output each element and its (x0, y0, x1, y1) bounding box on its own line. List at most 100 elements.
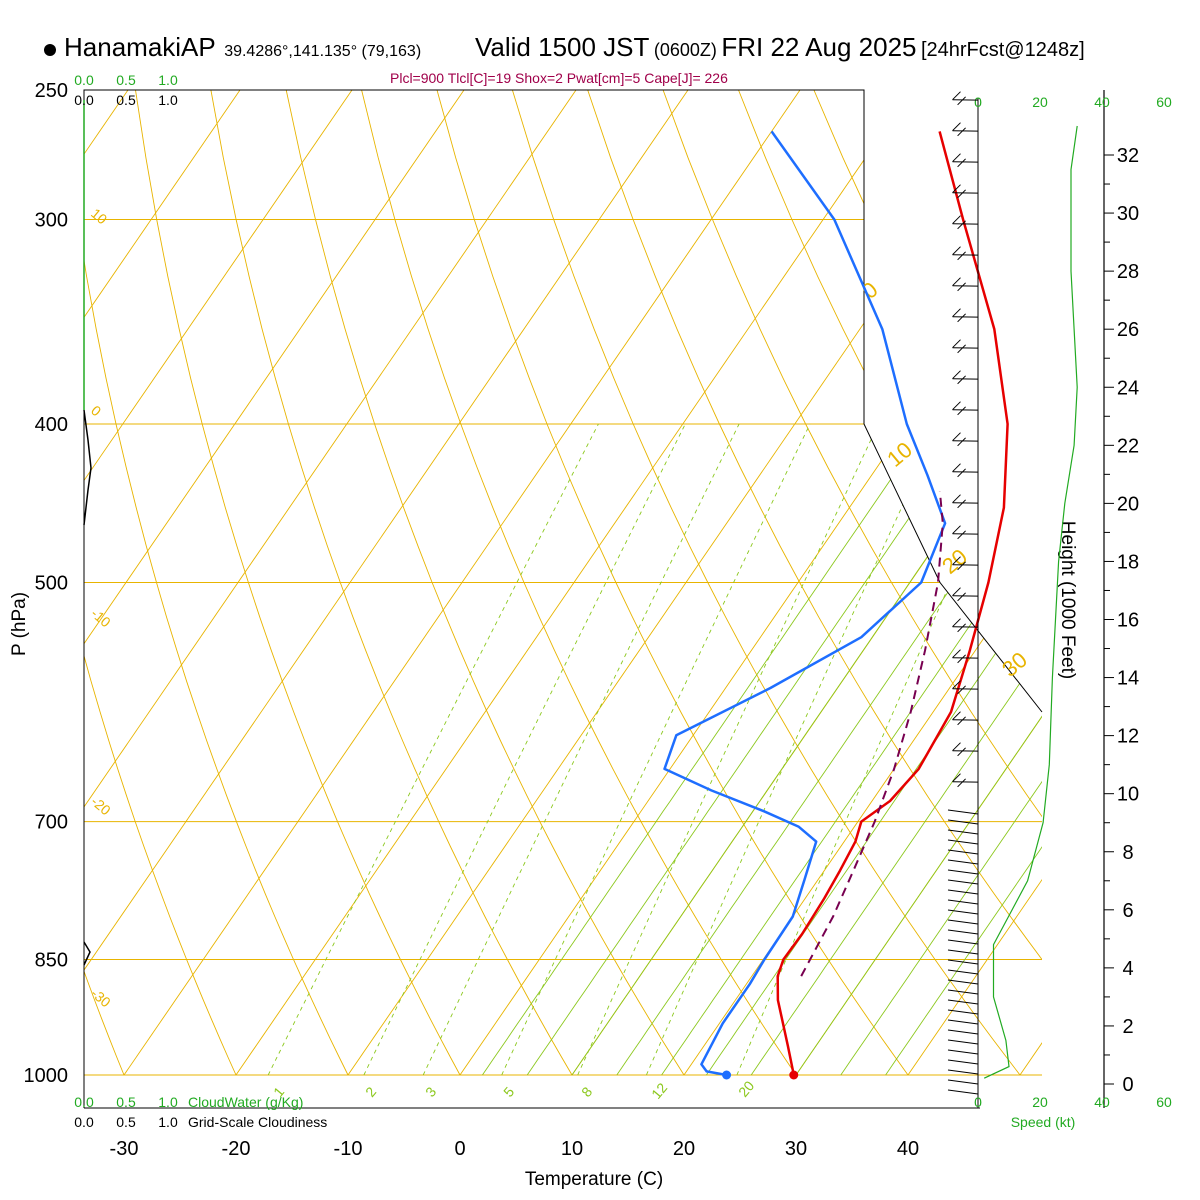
wind-barb-icon (947, 829, 979, 835)
isotherm-line (235, 90, 913, 1076)
isotherm-line (84, 90, 353, 1076)
speed-tick-label: 0 (974, 1094, 982, 1110)
moist-adiabat (616, 90, 1042, 1076)
wind-barb-icon (952, 618, 979, 633)
wind-barb-icon (952, 587, 979, 602)
dry-adiabat-label: 10 (882, 437, 917, 472)
pressure-tick-label: 700 (35, 812, 68, 834)
cloudiness-label: Grid-Scale Cloudiness (188, 1114, 327, 1130)
wind-barb-icon (947, 999, 979, 1005)
cloudiness-tick: 0.0 (74, 92, 94, 108)
dry-adiabat (1115, 90, 1200, 1075)
wind-barb-icon (947, 1089, 979, 1095)
isotherm-label: -10 (88, 605, 114, 630)
speed-tick-label: 20 (1032, 1094, 1048, 1110)
cloudiness-tick: 0.5 (116, 92, 136, 108)
wind-speed-line (983, 125, 1078, 1079)
wind-barb-icon (947, 809, 979, 815)
isotherm-line (1132, 90, 1200, 1075)
wind-barb-icon (947, 979, 979, 985)
sounding-profiles (663, 130, 1009, 1080)
wind-barb-icon (952, 556, 979, 571)
wind-barb-icon (947, 1069, 979, 1075)
utc-time: (0600Z) (653, 40, 717, 60)
wind-barb-icon (947, 859, 979, 865)
pressure-tick-label: 850 (35, 950, 68, 972)
wind-barb-icon (947, 909, 979, 915)
cloudiness-tick: 1.0 (158, 1114, 178, 1130)
dry-adiabat (662, 90, 1042, 1076)
height-tick-label: 30 (1117, 203, 1139, 225)
cloud-water-tick: 0.5 (116, 1094, 136, 1110)
height-tick-label: 16 (1117, 610, 1139, 632)
cloudiness-tick: 0.5 (116, 1114, 136, 1130)
isotherm-line (84, 90, 241, 1076)
wind-barb-icon (947, 839, 979, 845)
wind-barb-icon (947, 849, 979, 855)
moist-adiabat (661, 90, 1042, 1076)
cloud-water-tick: 0.0 (74, 1094, 94, 1110)
temperature-tick-label: 10 (561, 1138, 583, 1160)
speed-tick-label: 60 (1156, 1094, 1172, 1110)
speed-axis-title: Speed (kt) (1011, 1114, 1076, 1130)
speed-tick-label: 20 (1032, 94, 1048, 110)
height-tick-label: 6 (1122, 900, 1133, 922)
speed-tick-label: 0 (974, 94, 982, 110)
dry-adiabat (135, 90, 461, 1076)
height-tick-label: 20 (1117, 493, 1139, 515)
wind-barb-icon (947, 959, 979, 965)
wind-barb-icon (952, 742, 979, 757)
wind-barb-icon (947, 929, 979, 935)
wind-barb-icon (952, 215, 979, 230)
wind-barb-icon (952, 153, 979, 168)
wind-barb-icon (952, 370, 979, 385)
speed-tick-label: 60 (1156, 94, 1172, 110)
wind-barb-icon (952, 525, 979, 540)
sounding-params: Plcl=900 Tlcl[C]=19 Shox=2 Pwat[cm]=5 Ca… (390, 70, 728, 86)
temperature-tick-label: -20 (222, 1138, 251, 1160)
moist-adiabat (571, 90, 1042, 1076)
pressure-tick-label: 1000 (24, 1065, 69, 1087)
mixing-ratio-line (501, 423, 811, 1076)
mixing-ratio-line (645, 423, 941, 1076)
wind-barb-icon (947, 1059, 979, 1065)
height-tick-label: 8 (1122, 842, 1133, 864)
height-tick-label: 22 (1117, 435, 1139, 457)
cloudiness-tick: 0.0 (74, 1114, 94, 1130)
isotherm-line (84, 90, 465, 1076)
height-tick-label: 32 (1117, 145, 1139, 167)
wind-barb-icon (952, 401, 979, 416)
mixing-ratio-line (577, 423, 879, 1076)
pressure-tick-label: 300 (35, 210, 68, 232)
dry-adiabat (587, 90, 1042, 1076)
temperature-line (776, 131, 1009, 1076)
dry-adiabat (84, 90, 125, 1076)
wind-barb-icon (952, 649, 979, 664)
temperature-tick-label: 20 (673, 1138, 695, 1160)
valid-time: Valid 1500 JST (475, 32, 650, 62)
mixing-ratio-line (736, 423, 1022, 1076)
mixing-ratio-label: 3 (422, 1084, 439, 1100)
dry-adiabat (436, 90, 909, 1076)
height-tick-label: 24 (1117, 377, 1139, 399)
wind-barb-icon (952, 122, 979, 137)
mixing-ratio-label: 2 (362, 1084, 379, 1100)
height-tick-label: 26 (1117, 319, 1139, 341)
height-tick-label: 14 (1117, 668, 1139, 690)
isotherm-label: 0 (88, 402, 104, 419)
speed-tick-label: 40 (1094, 94, 1110, 110)
height-tick-label: 18 (1117, 551, 1139, 573)
isotherm-line (1019, 90, 1042, 1076)
isotherm-line (123, 90, 801, 1076)
surface-temperature-point (789, 1070, 799, 1080)
wind-barb-icon (952, 494, 979, 509)
wind-barb-icon (947, 919, 979, 925)
dry-adiabat-label: 30 (997, 647, 1032, 682)
height-tick-label: 0 (1122, 1074, 1133, 1096)
dry-adiabat (210, 90, 573, 1076)
pressure-tick-label: 400 (35, 414, 68, 436)
x-axis-title: Temperature (C) (525, 1169, 663, 1190)
dry-adiabat (285, 90, 685, 1076)
